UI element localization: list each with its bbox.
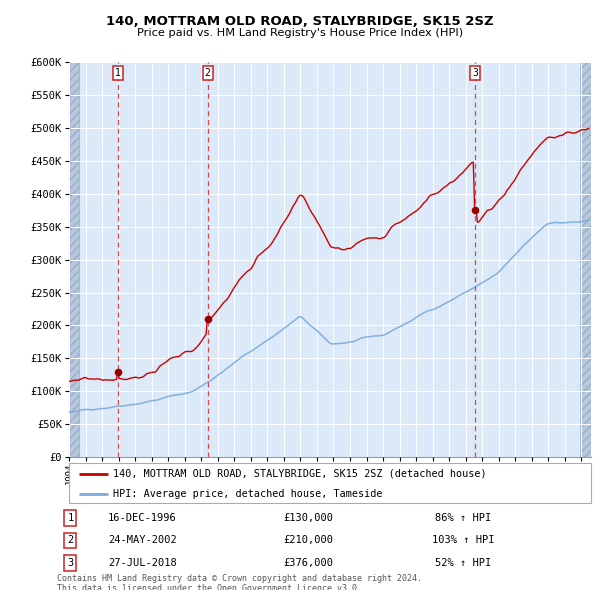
Text: 16-DEC-1996: 16-DEC-1996 (108, 513, 177, 523)
Text: 3: 3 (472, 68, 478, 78)
Text: 1: 1 (115, 68, 121, 78)
Bar (69, 62, 79, 457)
Text: 2: 2 (67, 536, 73, 545)
Text: 140, MOTTRAM OLD ROAD, STALYBRIDGE, SK15 2SZ (detached house): 140, MOTTRAM OLD ROAD, STALYBRIDGE, SK15… (113, 469, 487, 479)
Text: HPI: Average price, detached house, Tameside: HPI: Average price, detached house, Tame… (113, 489, 383, 499)
Text: Price paid vs. HM Land Registry's House Price Index (HPI): Price paid vs. HM Land Registry's House … (137, 28, 463, 38)
Text: 103% ↑ HPI: 103% ↑ HPI (431, 536, 494, 545)
Text: £130,000: £130,000 (283, 513, 333, 523)
Bar (580, 62, 591, 457)
Text: 140, MOTTRAM OLD ROAD, STALYBRIDGE, SK15 2SZ: 140, MOTTRAM OLD ROAD, STALYBRIDGE, SK15… (106, 15, 494, 28)
Text: 24-MAY-2002: 24-MAY-2002 (108, 536, 177, 545)
Text: 86% ↑ HPI: 86% ↑ HPI (435, 513, 491, 523)
Text: Contains HM Land Registry data © Crown copyright and database right 2024.
This d: Contains HM Land Registry data © Crown c… (57, 574, 422, 590)
Text: 52% ↑ HPI: 52% ↑ HPI (435, 558, 491, 568)
Text: £210,000: £210,000 (283, 536, 333, 545)
Text: 3: 3 (67, 558, 73, 568)
Text: £376,000: £376,000 (283, 558, 333, 568)
Text: 27-JUL-2018: 27-JUL-2018 (108, 558, 177, 568)
Text: 1: 1 (67, 513, 73, 523)
Text: 2: 2 (205, 68, 211, 78)
